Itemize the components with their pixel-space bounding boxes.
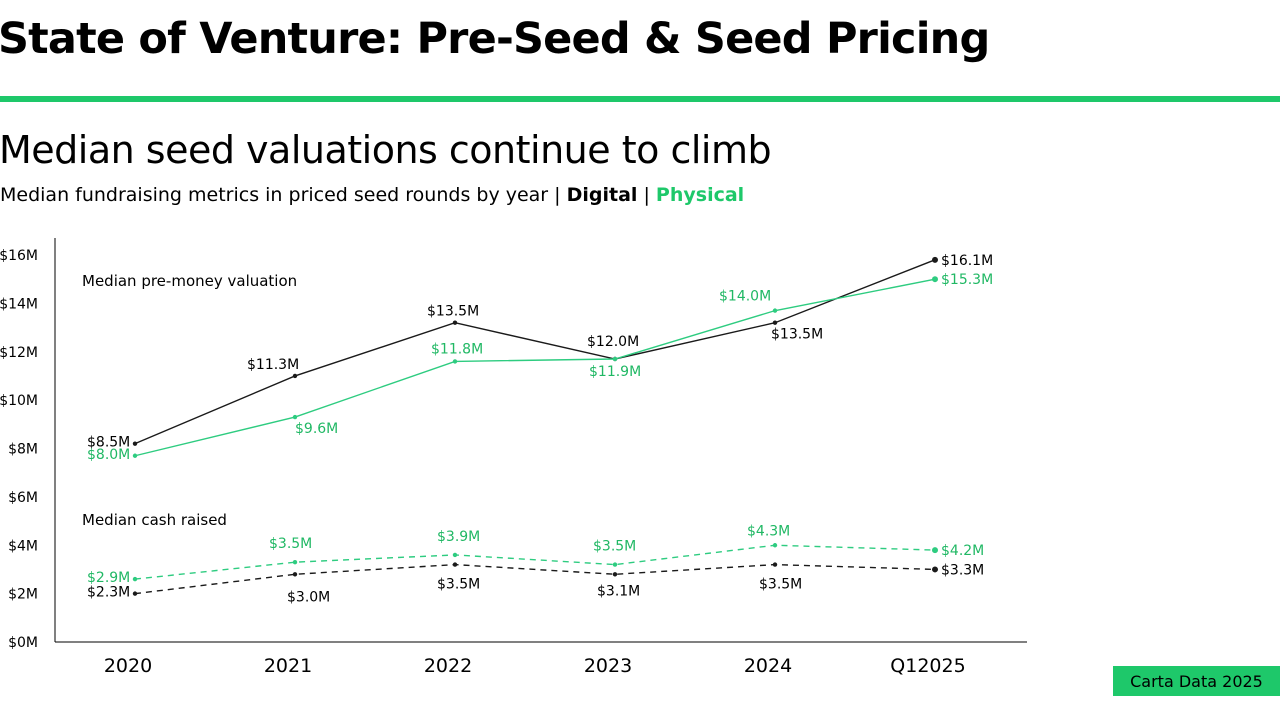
data-label: $3.0M [287, 589, 330, 605]
x-tick-label: 2023 [584, 655, 632, 677]
data-label: $13.5M [427, 304, 479, 320]
data-label: $15.3M [941, 272, 993, 288]
y-tick-label: $8M [8, 442, 38, 458]
group-label-valuation: Median pre-money valuation [82, 272, 297, 290]
y-tick-label: $0M [8, 635, 38, 651]
data-label: $3.5M [437, 577, 480, 593]
data-point [132, 591, 138, 596]
caption-separator: | [637, 184, 656, 206]
data-label: $11.8M [431, 341, 483, 357]
series-line [134, 544, 936, 580]
data-point [932, 566, 938, 573]
chart-caption: Median fundraising metrics in priced see… [0, 184, 744, 206]
data-label: $3.9M [437, 529, 480, 545]
data-point [932, 276, 938, 283]
y-tick-label: $16M [0, 248, 38, 264]
data-point [452, 562, 458, 567]
data-label: $3.5M [759, 577, 802, 593]
x-tick-label: 2020 [104, 655, 152, 677]
data-label: $11.9M [589, 364, 641, 380]
x-tick-label: 2024 [744, 655, 792, 677]
data-point [292, 572, 298, 577]
data-label: $14.0M [719, 289, 771, 305]
data-point [932, 547, 938, 554]
series-line [134, 278, 936, 457]
caption-text: Median fundraising metrics in priced see… [0, 184, 567, 206]
y-tick-label: $10M [0, 393, 38, 409]
group-label-cash: Median cash raised [82, 511, 227, 529]
chart-subtitle: Median seed valuations continue to climb [0, 128, 772, 172]
data-point [772, 562, 778, 567]
data-label: $9.6M [295, 421, 338, 437]
data-point [612, 356, 618, 362]
data-point [452, 359, 458, 364]
data-point [292, 373, 298, 379]
data-point [612, 572, 618, 577]
data-label: $4.3M [747, 523, 790, 539]
data-label: $3.5M [269, 536, 312, 552]
y-tick-label: $12M [0, 345, 38, 361]
legend-physical: Physical [655, 184, 745, 206]
data-point [132, 576, 138, 582]
data-point [452, 320, 458, 325]
data-label: $16.1M [941, 253, 993, 269]
data-label: $13.5M [771, 327, 823, 343]
page-title: State of Venture: Pre-Seed & Seed Pricin… [0, 14, 990, 64]
legend-digital: Digital [566, 184, 638, 206]
data-label: $8.5M [87, 435, 130, 451]
x-tick-label: Q12025 [890, 655, 965, 677]
data-label: $11.3M [247, 357, 299, 373]
data-point [292, 559, 298, 565]
data-point [932, 256, 938, 263]
data-label: $3.5M [593, 539, 636, 555]
data-point [612, 562, 618, 567]
data-label: $4.2M [941, 543, 984, 559]
data-point [132, 441, 138, 446]
x-tick-label: 2022 [424, 655, 472, 677]
data-point [772, 320, 778, 325]
y-tick-label: $6M [8, 490, 38, 506]
series-line [134, 563, 936, 595]
data-point [132, 453, 138, 458]
data-label: $8.0M [87, 447, 130, 463]
data-point [292, 414, 298, 420]
data-label: $3.3M [941, 562, 984, 578]
x-tick-label: 2021 [264, 655, 312, 677]
y-tick-label: $2M [8, 587, 38, 603]
data-point [772, 543, 778, 548]
data-label: $2.9M [87, 570, 130, 586]
data-point [772, 308, 778, 313]
title-divider [0, 96, 1280, 102]
source-badge: Carta Data 2025 [1113, 666, 1280, 696]
data-point [452, 552, 458, 558]
data-label: $12.0M [587, 334, 639, 350]
y-tick-label: $14M [0, 296, 38, 312]
series-line [134, 259, 936, 445]
data-label: $3.1M [597, 583, 640, 599]
data-label: $2.3M [87, 585, 130, 601]
y-tick-label: $4M [8, 538, 38, 554]
